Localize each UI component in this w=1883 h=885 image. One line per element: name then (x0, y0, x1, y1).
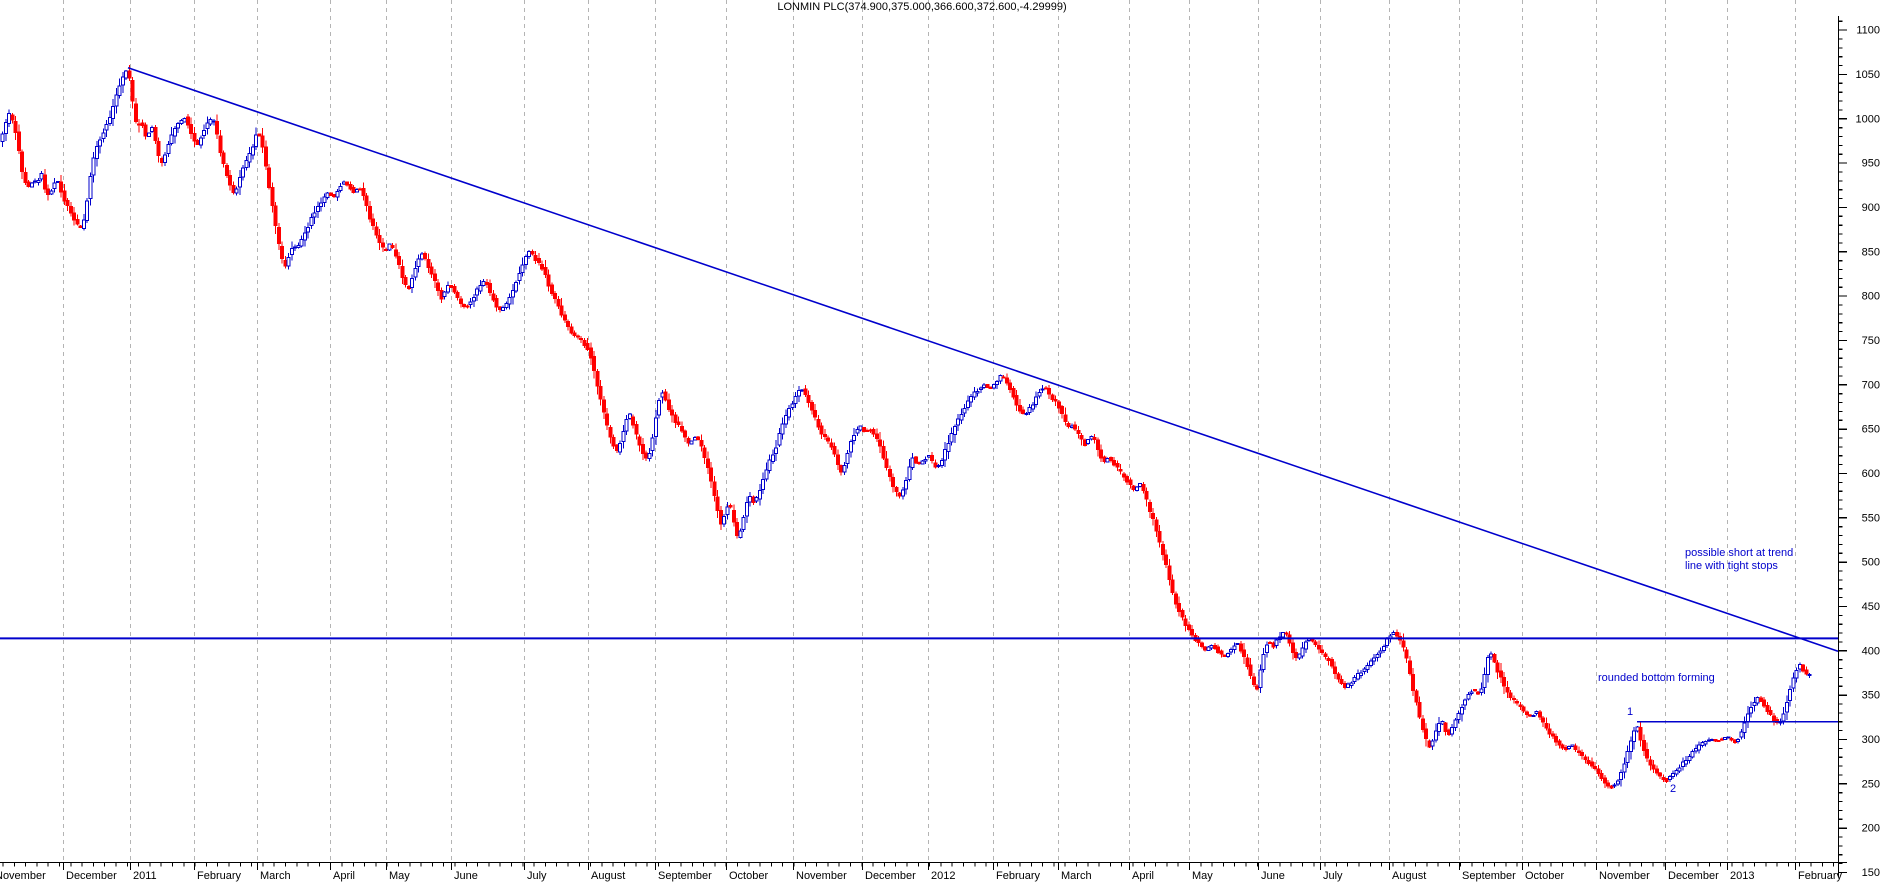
x-tick-label: June (1261, 870, 1285, 882)
svg-text:300: 300 (1862, 734, 1880, 746)
svg-text:600: 600 (1862, 468, 1880, 480)
x-tick-label: September (658, 870, 712, 882)
x-tick-label: April (1132, 870, 1154, 882)
x-axis: November December 2011 February March April Ma… (0, 861, 1847, 882)
x-tick-label: October (1525, 870, 1564, 882)
x-tick-label: April (333, 870, 355, 882)
svg-text:250: 250 (1862, 778, 1880, 790)
annotation-marker-2[interactable]: 2 (1670, 783, 1676, 795)
candles-layer (0, 65, 1812, 790)
x-tick-label: February (197, 870, 242, 882)
annotation-marker-1[interactable]: 1 (1627, 706, 1633, 718)
month-gridlines (63, 0, 1796, 861)
svg-text:150: 150 (1862, 867, 1880, 879)
x-tick-label: November (0, 870, 46, 882)
svg-text:550: 550 (1862, 512, 1880, 524)
svg-text:400: 400 (1862, 645, 1880, 657)
svg-text:650: 650 (1862, 424, 1880, 436)
svg-text:1050: 1050 (1856, 69, 1880, 81)
x-tick-label: November (1599, 870, 1650, 882)
x-tick-label: December (865, 870, 916, 882)
x-tick-label: February (996, 870, 1041, 882)
svg-text:950: 950 (1862, 158, 1880, 170)
x-tick-label: February (1798, 870, 1843, 882)
downtrend-line[interactable] (127, 67, 1839, 652)
svg-text:1100: 1100 (1856, 25, 1880, 37)
svg-text:800: 800 (1862, 291, 1880, 303)
x-tick-label: March (1061, 870, 1092, 882)
x-tick-label: 2012 (931, 870, 955, 882)
x-tick-label: 2011 (133, 870, 157, 882)
x-tick-label: July (1323, 870, 1343, 882)
svg-text:line with tight stops: line with tight stops (1685, 560, 1778, 572)
x-tick-label: September (1462, 870, 1516, 882)
annotation-rounded-bottom-note[interactable]: rounded bottom forming (1598, 672, 1715, 684)
svg-text:200: 200 (1862, 823, 1880, 835)
svg-text:possible short at trend: possible short at trend (1685, 547, 1793, 559)
svg-text:1000: 1000 (1856, 113, 1880, 125)
svg-text:2: 2 (1670, 783, 1676, 795)
x-tick-label: May (1192, 870, 1213, 882)
svg-text:750: 750 (1862, 335, 1880, 347)
svg-text:900: 900 (1862, 202, 1880, 214)
svg-text:rounded bottom forming: rounded bottom forming (1598, 672, 1715, 684)
x-tick-label: August (591, 870, 625, 882)
svg-text:500: 500 (1862, 557, 1880, 569)
x-tick-label: May (389, 870, 410, 882)
x-tick-label: June (454, 870, 478, 882)
svg-text:450: 450 (1862, 601, 1880, 613)
svg-text:700: 700 (1862, 379, 1880, 391)
x-tick-label: July (527, 870, 547, 882)
x-tick-label: December (1668, 870, 1719, 882)
x-tick-label: December (66, 870, 117, 882)
y-axis: 150 200 250 300 350 400 450 500 550 600 650 700 750 8… (1837, 16, 1880, 879)
svg-text:850: 850 (1862, 246, 1880, 258)
x-tick-label: August (1392, 870, 1426, 882)
x-tick-label: March (260, 870, 291, 882)
svg-text:1: 1 (1627, 706, 1633, 718)
x-tick-label: October (729, 870, 768, 882)
svg-text:350: 350 (1862, 690, 1880, 702)
x-tick-label: 2013 (1730, 870, 1754, 882)
x-tick-label: November (796, 870, 847, 882)
